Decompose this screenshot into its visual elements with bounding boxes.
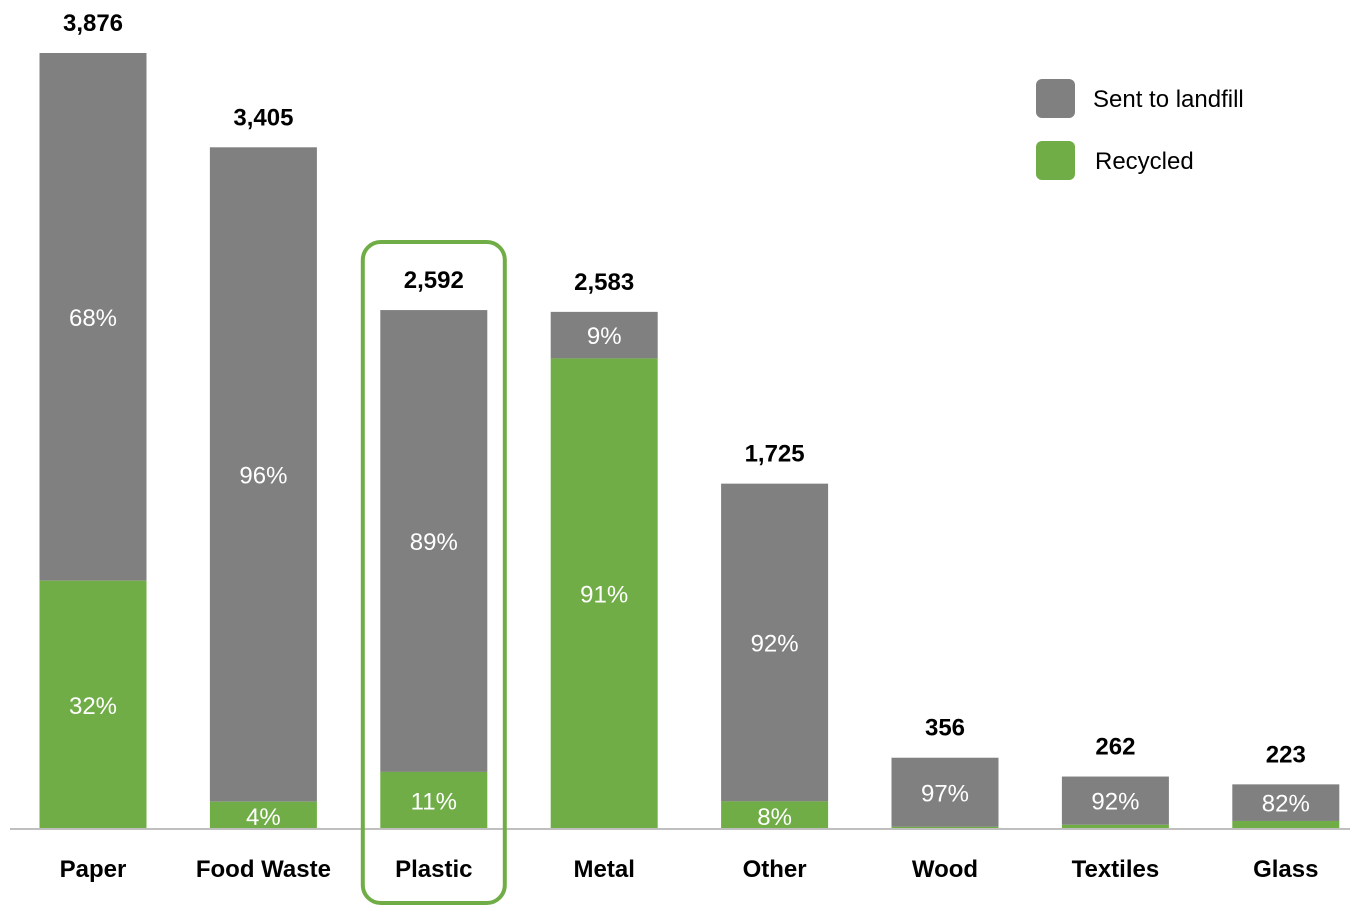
total-label-glass: 223: [1266, 741, 1306, 768]
pct-landfill-metal: 9%: [587, 323, 622, 350]
labels-group: 3,876 68% 32% Paper 3,405 96% 4% Food Waste 2,59…: [60, 10, 1319, 883]
highlight-box-plastic: [360, 240, 507, 905]
bar-landfill-metal: [550, 311, 658, 359]
category-label-other: Other: [743, 856, 807, 883]
pct-recycled-metal: 91%: [580, 582, 628, 609]
bar-landfill-glass: [1232, 784, 1340, 821]
total-label-food-waste: 3,405: [233, 104, 293, 131]
category-label-glass: Glass: [1253, 856, 1318, 883]
total-label-paper: 3,876: [63, 10, 123, 37]
pct-landfill-wood: 97%: [921, 780, 969, 807]
pct-landfill-glass: 82%: [1262, 791, 1310, 818]
category-label-wood: Wood: [912, 856, 978, 883]
highlight-group: [360, 240, 507, 905]
category-label-paper: Paper: [60, 856, 127, 883]
legend-swatch-sent-to-landfill: [1036, 79, 1075, 118]
bar-recycled-food-waste: [209, 801, 317, 829]
legend-label-recycled: Recycled: [1095, 148, 1194, 175]
bar-landfill-textiles: [1061, 776, 1169, 825]
bar-recycled-paper: [39, 580, 147, 829]
bar-landfill-paper: [39, 53, 147, 581]
total-label-textiles: 262: [1095, 734, 1135, 761]
total-label-plastic: 2,592: [404, 267, 464, 294]
pct-landfill-food-waste: 96%: [239, 463, 287, 490]
pct-recycled-other: 8%: [757, 804, 792, 831]
bars-group: [39, 53, 1340, 829]
category-label-textiles: Textiles: [1072, 856, 1160, 883]
category-label-food-waste: Food Waste: [196, 856, 331, 883]
total-label-metal: 2,583: [574, 269, 634, 296]
category-label-metal: Metal: [574, 856, 635, 883]
pct-landfill-paper: 68%: [69, 305, 117, 332]
bar-recycled-glass: [1232, 820, 1340, 829]
pct-landfill-other: 92%: [751, 631, 799, 658]
pct-recycled-paper: 32%: [69, 693, 117, 720]
bar-recycled-other: [721, 801, 829, 829]
bar-recycled-metal: [550, 358, 658, 829]
bar-landfill-plastic: [380, 310, 488, 772]
legend: Sent to landfill Recycled: [1036, 79, 1244, 180]
bar-landfill-wood: [891, 757, 999, 827]
bar-recycled-wood: [891, 826, 999, 829]
legend-swatch-recycled: [1036, 141, 1075, 180]
pct-landfill-plastic: 89%: [410, 529, 458, 556]
total-label-other: 1,725: [745, 441, 805, 468]
pct-recycled-plastic: 11%: [411, 788, 457, 815]
total-label-wood: 356: [925, 715, 965, 742]
bar-recycled-plastic: [380, 771, 488, 829]
bar-landfill-food-waste: [209, 147, 317, 802]
bar-recycled-textiles: [1061, 824, 1169, 829]
pct-recycled-food-waste: 4%: [246, 804, 281, 831]
bar-landfill-other: [721, 483, 829, 802]
pct-landfill-textiles: 92%: [1091, 789, 1139, 816]
category-label-plastic: Plastic: [395, 856, 472, 883]
legend-label-sent-to-landfill: Sent to landfill: [1093, 86, 1244, 113]
